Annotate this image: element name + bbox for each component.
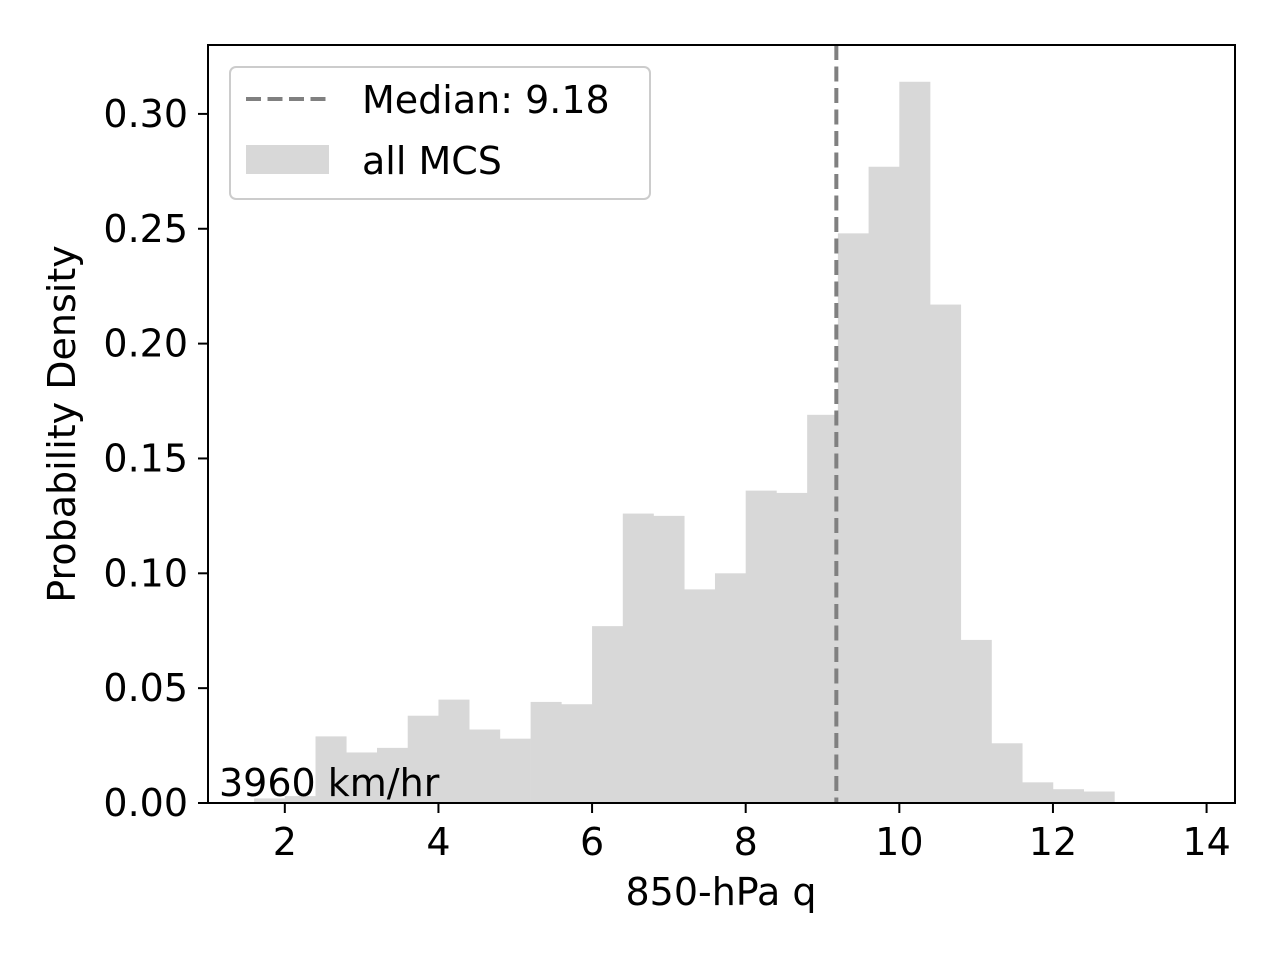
histogram-bar [315, 736, 347, 803]
x-tick-label: 12 [1029, 820, 1077, 864]
histogram-bar [991, 743, 1023, 803]
histogram-bar [1083, 791, 1115, 803]
histogram-bar [530, 701, 562, 803]
histogram-bar [469, 729, 501, 803]
histogram-bar [930, 304, 962, 803]
histogram-bar [561, 704, 593, 803]
y-tick-label: 0.10 [103, 551, 188, 595]
histogram-bar [899, 81, 931, 803]
legend-median-label: Median: 9.18 [362, 78, 610, 122]
y-axis-label: Probability Density [40, 245, 84, 602]
x-tick-label: 10 [875, 820, 923, 864]
histogram-bar [837, 233, 869, 804]
histogram-bar [592, 626, 624, 803]
x-tick-label: 4 [426, 820, 450, 864]
histogram-bar [438, 699, 470, 803]
histogram-bar [714, 573, 746, 803]
legend-bar-swatch [246, 145, 329, 174]
y-tick-label: 0.15 [103, 436, 188, 480]
histogram-bar [499, 738, 531, 803]
speed-annotation: 3960 km/hr [219, 761, 440, 805]
y-tick-label: 0.00 [103, 781, 188, 825]
x-tick-label: 14 [1182, 820, 1230, 864]
x-axis-label: 850-hPa q [625, 870, 816, 914]
histogram-bar [807, 414, 839, 803]
histogram-bar [1052, 789, 1084, 803]
y-axis: 0.00 0.05 0.10 0.15 0.20 0.25 0.30 [103, 92, 208, 825]
histogram-bar [745, 490, 777, 803]
y-tick-label: 0.20 [103, 322, 188, 366]
plot-frame [207, 44, 1236, 804]
x-tick-label: 8 [734, 820, 758, 864]
histogram-bar [1022, 782, 1054, 803]
histogram-bar [622, 513, 654, 803]
histogram-bar [407, 715, 439, 803]
histogram-bar [254, 798, 286, 803]
histogram-bars [254, 81, 1115, 804]
y-tick-label: 0.25 [103, 207, 188, 251]
histogram-bar [960, 639, 992, 803]
y-tick-label: 0.30 [103, 92, 188, 136]
histogram-bar [346, 752, 378, 803]
histogram-bar [653, 515, 685, 803]
x-axis: 2 4 6 8 10 12 14 [273, 803, 1231, 864]
histogram-bar [284, 796, 316, 803]
histogram-bar [868, 166, 900, 804]
histogram-bar [376, 747, 409, 803]
histogram-bar [776, 492, 808, 803]
x-tick-label: 2 [273, 820, 297, 864]
legend: Median: 9.18 all MCS [229, 66, 651, 200]
histogram-bar [684, 589, 716, 803]
legend-box [229, 66, 651, 200]
y-tick-label: 0.05 [103, 666, 188, 710]
x-tick-label: 6 [580, 820, 604, 864]
legend-bar-label: all MCS [362, 139, 502, 183]
